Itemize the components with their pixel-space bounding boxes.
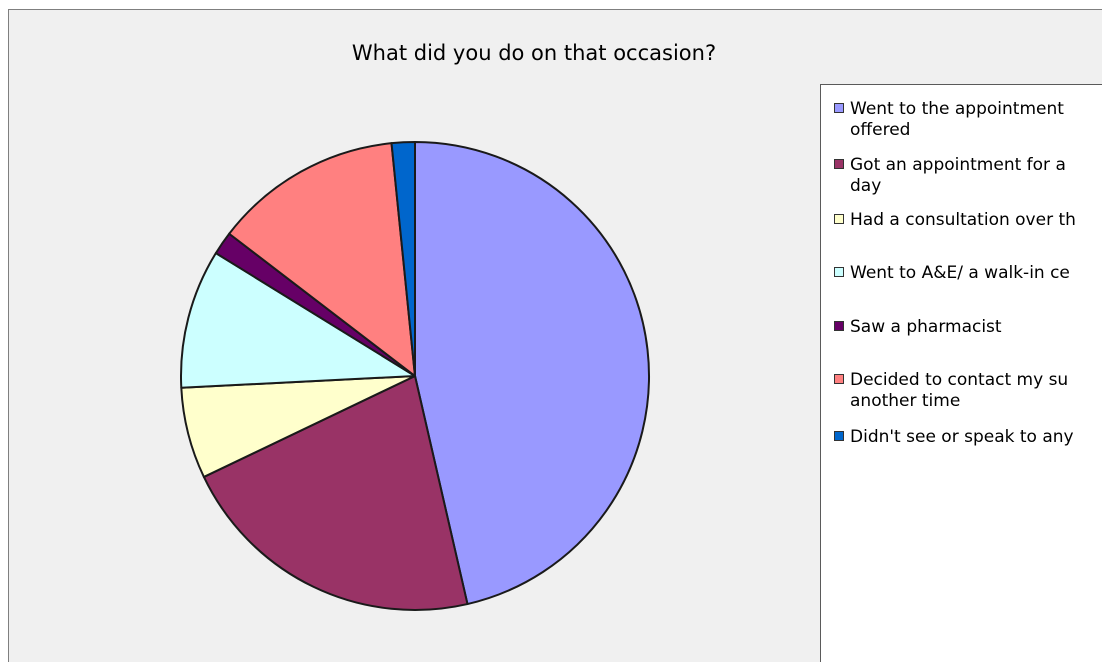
legend-swatch xyxy=(834,431,844,441)
legend-label: Got an appointment for a day xyxy=(850,155,1066,196)
legend-swatch xyxy=(834,159,844,169)
legend-label: Went to the appointment offered xyxy=(850,99,1064,140)
legend-swatch xyxy=(834,321,844,331)
legend-label: Saw a pharmacist xyxy=(850,317,1002,337)
legend-label: Went to A&E/ a walk-in ce xyxy=(850,263,1070,283)
pie-slice-2 xyxy=(202,375,469,611)
legend-swatch xyxy=(834,214,844,224)
legend-label: Decided to contact my su another time xyxy=(850,370,1069,411)
chart-area: What did you do on that occasion? Went t… xyxy=(8,9,1102,662)
pie-slice-6 xyxy=(228,142,416,377)
legend: Went to the appointment offered Got an ap… xyxy=(820,84,1102,662)
legend-label: Had a consultation over th xyxy=(850,210,1076,230)
pie-slice-7 xyxy=(390,141,416,377)
pie-slice-4 xyxy=(180,252,416,389)
legend-label: Didn't see or speak to any xyxy=(850,427,1074,447)
legend-swatch xyxy=(834,267,844,277)
legend-swatch xyxy=(834,103,844,113)
pie-slice-1 xyxy=(414,141,651,606)
legend-swatch xyxy=(834,374,844,384)
pie-plot xyxy=(180,141,651,611)
chart-title: What did you do on that occasion? xyxy=(351,41,717,65)
